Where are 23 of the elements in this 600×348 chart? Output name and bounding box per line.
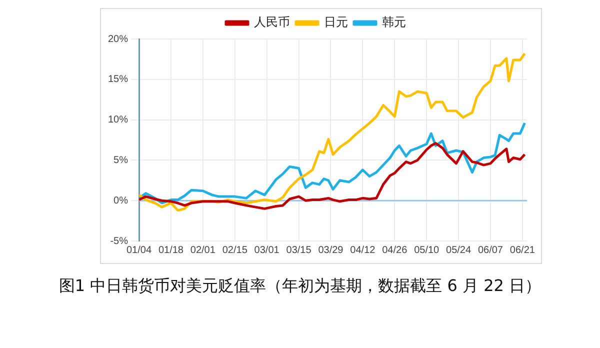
legend-label: 韩元 (382, 15, 406, 30)
x-tick-label: 01/04 (126, 244, 152, 256)
x-tick-label: 03/01 (254, 244, 280, 256)
y-tick-label: 20% (108, 34, 128, 45)
x-tick-label: 02/15 (222, 244, 248, 256)
y-tick-label: -5% (110, 236, 128, 247)
x-tick-label: 06/21 (510, 244, 536, 256)
x-tick-label: 05/10 (414, 244, 440, 256)
x-tick-label: 01/18 (158, 244, 184, 256)
x-tick-label: 03/29 (318, 244, 344, 256)
y-tick-label: 0% (114, 195, 128, 206)
x-tick-label: 03/15 (286, 244, 312, 256)
x-tick-label: 04/26 (382, 244, 408, 256)
x-tick-label: 06/07 (478, 244, 504, 256)
legend-label: 人民币 (254, 15, 290, 30)
text: 图1 中日韩货币对美元贬值率（年初为基期，数据截至 6 月 22 日） (58, 276, 542, 297)
x-tick-label: 04/12 (350, 244, 376, 256)
x-tick-label: 05/24 (446, 244, 472, 256)
y-tick-label: 10% (108, 114, 128, 126)
x-tick-label: 02/01 (190, 244, 216, 256)
y-tick-label: 5% (114, 154, 128, 166)
legend-label: 日元 (324, 15, 348, 30)
y-tick-label: 15% (108, 74, 128, 86)
